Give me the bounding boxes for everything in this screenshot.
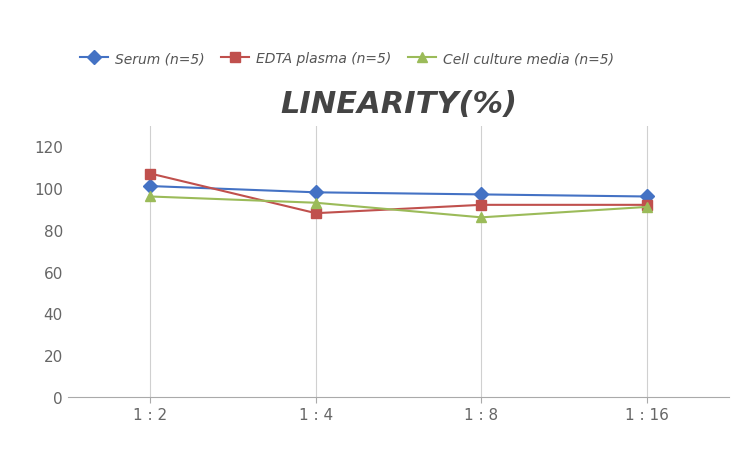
Legend: Serum (n=5), EDTA plasma (n=5), Cell culture media (n=5): Serum (n=5), EDTA plasma (n=5), Cell cul… xyxy=(74,46,619,72)
EDTA plasma (n=5) xyxy=(146,171,155,177)
Title: LINEARITY(%): LINEARITY(%) xyxy=(280,89,517,119)
EDTA plasma (n=5) xyxy=(642,202,651,208)
Cell culture media (n=5) xyxy=(477,215,486,221)
Serum (n=5) xyxy=(477,192,486,198)
Cell culture media (n=5) xyxy=(311,201,320,206)
Serum (n=5) xyxy=(642,194,651,200)
Cell culture media (n=5) xyxy=(642,205,651,210)
Line: Serum (n=5): Serum (n=5) xyxy=(146,182,651,202)
Line: Cell culture media (n=5): Cell culture media (n=5) xyxy=(146,192,651,223)
Serum (n=5) xyxy=(311,190,320,196)
Cell culture media (n=5) xyxy=(146,194,155,200)
EDTA plasma (n=5) xyxy=(477,202,486,208)
Line: EDTA plasma (n=5): EDTA plasma (n=5) xyxy=(146,169,651,219)
EDTA plasma (n=5) xyxy=(311,211,320,216)
Serum (n=5) xyxy=(146,184,155,189)
